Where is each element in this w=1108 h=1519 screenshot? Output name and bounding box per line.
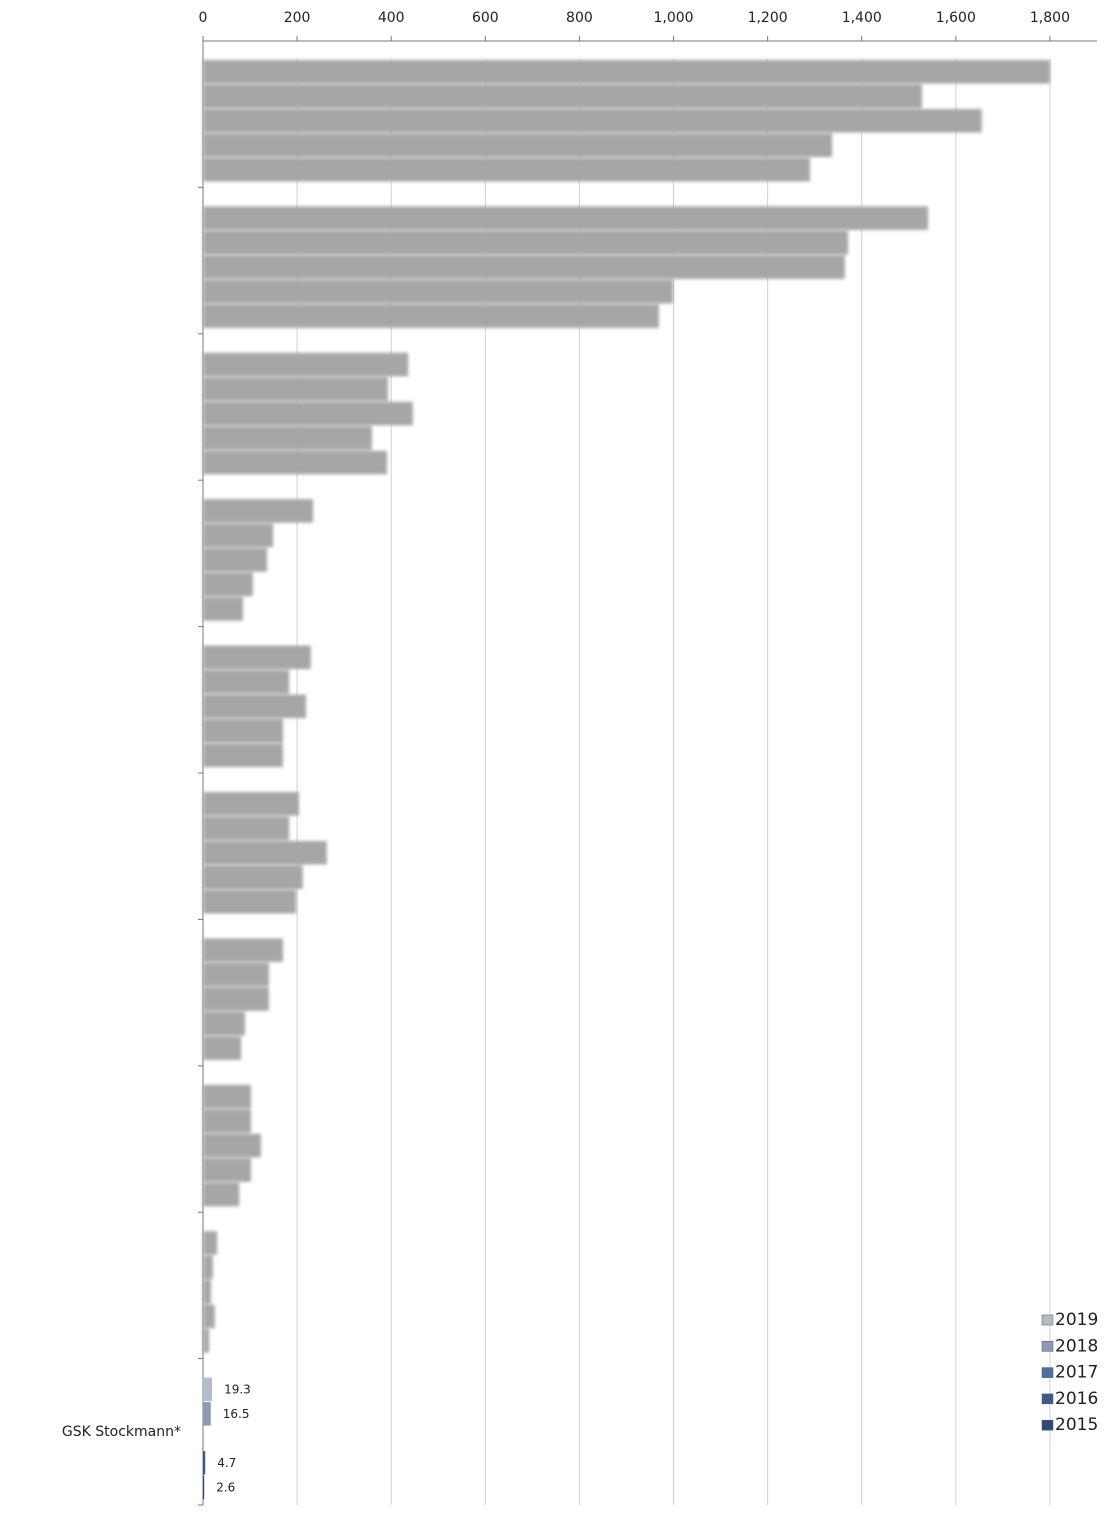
bar — [203, 1280, 211, 1304]
bar — [203, 548, 267, 572]
bar — [203, 1084, 251, 1109]
bar — [203, 401, 413, 426]
legend-label: 2017 — [1055, 1363, 1098, 1383]
bar — [203, 1451, 206, 1475]
bar — [203, 450, 387, 475]
bar — [203, 694, 307, 719]
bar — [203, 1255, 213, 1280]
bar — [203, 426, 372, 450]
x-tick-label: 400 — [378, 10, 405, 26]
redacted-bars — [203, 60, 1050, 1353]
legend-label: 2015 — [1055, 1415, 1098, 1435]
bar — [203, 499, 314, 523]
bar — [203, 109, 982, 133]
x-tick-label: 1,200 — [748, 10, 788, 26]
bar — [203, 1475, 205, 1500]
bar — [203, 1109, 251, 1133]
bar — [203, 597, 243, 621]
legend-label: 2019 — [1055, 1310, 1098, 1330]
x-tick-label: 800 — [566, 10, 593, 26]
legend-label: 2018 — [1055, 1336, 1098, 1356]
bar — [203, 1377, 213, 1402]
bar — [203, 865, 303, 889]
bar — [203, 792, 299, 816]
bar — [203, 841, 327, 865]
y-tick-label: GSK Stockmann* — [62, 1424, 181, 1440]
bar — [203, 377, 388, 401]
bar — [203, 352, 409, 377]
bar — [203, 987, 269, 1011]
bar — [203, 1182, 240, 1207]
legend-swatch — [1041, 1314, 1054, 1326]
legend-swatch — [1041, 1419, 1054, 1431]
data-label: 16.5 — [223, 1407, 250, 1421]
bar — [203, 60, 1050, 84]
bar — [203, 255, 845, 279]
bar — [203, 816, 290, 840]
bar — [203, 206, 929, 230]
data-label: 4.7 — [217, 1456, 236, 1470]
bar — [203, 938, 283, 962]
bar — [203, 1133, 261, 1158]
bar — [203, 1011, 245, 1036]
bar — [203, 230, 849, 255]
bar — [203, 1231, 218, 1255]
bar — [203, 279, 674, 304]
bar — [203, 743, 283, 768]
data-label: 19.3 — [224, 1382, 251, 1396]
bar — [203, 1329, 210, 1353]
legend-swatch — [1041, 1393, 1054, 1405]
data-label: 2.6 — [216, 1480, 235, 1494]
x-tick-label: 200 — [284, 10, 311, 26]
x-tick-label: 600 — [472, 10, 499, 26]
x-tick-label: 1,000 — [653, 10, 693, 26]
bar — [203, 572, 253, 597]
bar — [203, 890, 297, 914]
bar — [203, 670, 290, 694]
bar — [203, 304, 659, 328]
bar — [203, 133, 833, 157]
bar — [203, 158, 810, 182]
bar — [203, 1402, 211, 1426]
x-tick-label: 1,600 — [936, 10, 976, 26]
bar — [203, 1304, 215, 1329]
bar — [203, 962, 269, 987]
x-tick-label: 1,800 — [1030, 10, 1070, 26]
bar — [203, 1158, 251, 1182]
bar — [203, 523, 274, 548]
bar — [203, 84, 922, 108]
bar — [203, 645, 311, 670]
bar — [203, 1036, 242, 1060]
legend-label: 2016 — [1055, 1389, 1098, 1409]
legend-swatch — [1041, 1367, 1054, 1378]
x-tick-label: 1,400 — [842, 10, 882, 26]
bar — [203, 719, 283, 743]
x-tick-label: 0 — [199, 10, 208, 26]
legend-swatch — [1041, 1341, 1054, 1352]
